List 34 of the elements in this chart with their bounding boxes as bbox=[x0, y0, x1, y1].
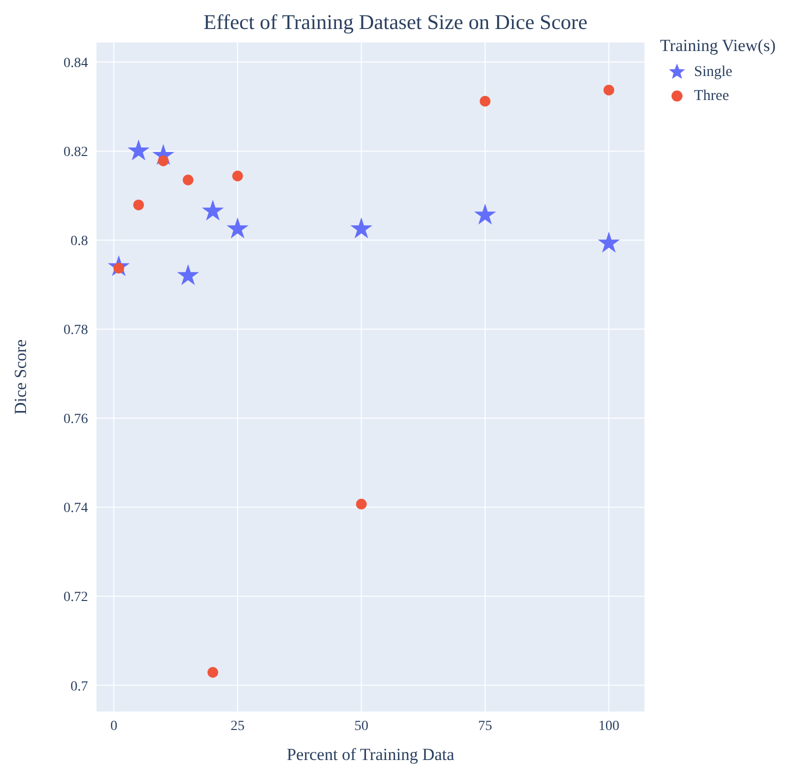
legend-label: Single bbox=[694, 64, 732, 80]
x-axis-title: Percent of Training Data bbox=[286, 745, 455, 764]
y-tick-label: 0.84 bbox=[64, 56, 88, 72]
point bbox=[232, 170, 243, 182]
point bbox=[480, 96, 490, 107]
y-tick-label: 0.72 bbox=[64, 590, 88, 606]
point bbox=[350, 217, 372, 238]
legend-title: Training View(s) bbox=[660, 36, 776, 56]
x-tick-label: 50 bbox=[354, 718, 368, 734]
point bbox=[202, 200, 224, 221]
legend-label: Three bbox=[694, 88, 729, 104]
y-tick-label: 0.76 bbox=[64, 412, 88, 428]
point bbox=[598, 232, 620, 253]
x-tick-label: 0 bbox=[110, 718, 118, 734]
x-tick-label: 25 bbox=[230, 718, 245, 734]
y-axis-title: Dice Score bbox=[11, 339, 30, 415]
point bbox=[226, 217, 249, 238]
point bbox=[133, 200, 144, 210]
point bbox=[177, 264, 200, 286]
y-tick-label: 0.74 bbox=[64, 501, 88, 516]
x-tick-label: 100 bbox=[598, 718, 620, 734]
point bbox=[356, 498, 367, 510]
point bbox=[474, 204, 496, 225]
point bbox=[207, 667, 218, 678]
y-tick-label: 0.8 bbox=[70, 234, 88, 250]
point bbox=[158, 156, 169, 166]
x-tick-label: 75 bbox=[478, 718, 492, 734]
y-tick-label: 0.7 bbox=[70, 679, 88, 694]
y-tick-label: 0.82 bbox=[64, 145, 88, 160]
y-tick-label: 0.78 bbox=[64, 323, 88, 338]
point bbox=[182, 174, 194, 186]
point bbox=[604, 84, 614, 96]
point bbox=[128, 140, 150, 160]
chart-title: Effect of Training Dataset Size on Dice Score bbox=[202, 10, 588, 35]
